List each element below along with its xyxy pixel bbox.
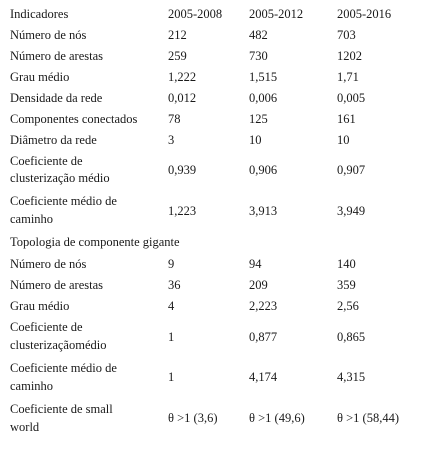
header-col-2005-2012: 2005-2012 bbox=[249, 7, 304, 21]
row-label-line2: world bbox=[10, 420, 40, 434]
row-value: θ >1 (58,44) bbox=[337, 411, 399, 425]
row-value: 359 bbox=[337, 278, 356, 292]
row-value: 140 bbox=[337, 257, 356, 271]
row-value: 259 bbox=[168, 49, 187, 63]
row-value: 1 bbox=[168, 370, 175, 384]
row-label: Grau médio bbox=[10, 299, 70, 313]
row-value: 0,877 bbox=[249, 330, 278, 344]
row-label-line1: Coeficiente de small bbox=[10, 402, 113, 416]
row-label-line1: Coeficiente de bbox=[10, 320, 83, 334]
row-value: 0,939 bbox=[168, 163, 197, 177]
row-value: 1202 bbox=[337, 49, 362, 63]
row-label-line2: clusterização médio bbox=[10, 171, 110, 185]
row-value: 4 bbox=[168, 299, 175, 313]
row-label-line1: Coeficiente médio de bbox=[10, 194, 117, 208]
row-value: 1,223 bbox=[168, 204, 197, 218]
row-label: Número de nós bbox=[10, 28, 87, 42]
row-label-line1: Coeficiente médio de bbox=[10, 361, 117, 375]
row-value: 0,006 bbox=[249, 91, 278, 105]
header-label: Indicadores bbox=[10, 7, 69, 21]
row-value: 482 bbox=[249, 28, 268, 42]
row-value: 1 bbox=[168, 330, 175, 344]
row-label: Componentes conectados bbox=[10, 112, 138, 126]
row-value: 730 bbox=[249, 49, 268, 63]
row-value: 0,005 bbox=[337, 91, 366, 105]
row-value: 2,223 bbox=[249, 299, 278, 313]
row-value: 0,012 bbox=[168, 91, 197, 105]
row-value: 10 bbox=[249, 133, 262, 147]
row-value: 0,865 bbox=[337, 330, 366, 344]
row-value: 212 bbox=[168, 28, 187, 42]
row-value: 1,71 bbox=[337, 70, 359, 84]
row-value: 9 bbox=[168, 257, 175, 271]
row-value: 3,949 bbox=[337, 204, 366, 218]
row-label: Número de nós bbox=[10, 257, 87, 271]
row-value: 125 bbox=[249, 112, 268, 126]
row-value: 161 bbox=[337, 112, 356, 126]
header-col-2005-2016: 2005-2016 bbox=[337, 7, 392, 21]
row-value: 36 bbox=[168, 278, 181, 292]
header-col-2005-2008: 2005-2008 bbox=[168, 7, 223, 21]
row-value: θ >1 (3,6) bbox=[168, 411, 218, 425]
row-label-line2: clusterizaçãomédio bbox=[10, 338, 107, 352]
row-value: 3 bbox=[168, 133, 175, 147]
row-value: 78 bbox=[168, 112, 181, 126]
row-label-line2: caminho bbox=[10, 379, 54, 393]
row-value: 3,913 bbox=[249, 204, 278, 218]
row-label: Densidade da rede bbox=[10, 91, 103, 105]
row-value: 0,907 bbox=[337, 163, 366, 177]
row-label: Número de arestas bbox=[10, 49, 104, 63]
row-value: θ >1 (49,6) bbox=[249, 411, 305, 425]
row-value: 209 bbox=[249, 278, 268, 292]
row-value: 4,315 bbox=[337, 370, 366, 384]
row-value: 2,56 bbox=[337, 299, 359, 313]
section-title: Topologia de componente gigante bbox=[10, 235, 180, 249]
row-label-line2: caminho bbox=[10, 212, 54, 226]
row-value: 4,174 bbox=[249, 370, 278, 384]
row-label: Número de arestas bbox=[10, 278, 104, 292]
row-label: Diâmetro da rede bbox=[10, 133, 97, 147]
row-label-line1: Coeficiente de bbox=[10, 154, 83, 168]
row-value: 94 bbox=[249, 257, 262, 271]
row-value: 0,906 bbox=[249, 163, 278, 177]
row-label: Grau médio bbox=[10, 70, 70, 84]
row-value: 703 bbox=[337, 28, 356, 42]
row-value: 10 bbox=[337, 133, 350, 147]
row-value: 1,515 bbox=[249, 70, 278, 84]
row-value: 1,222 bbox=[168, 70, 197, 84]
